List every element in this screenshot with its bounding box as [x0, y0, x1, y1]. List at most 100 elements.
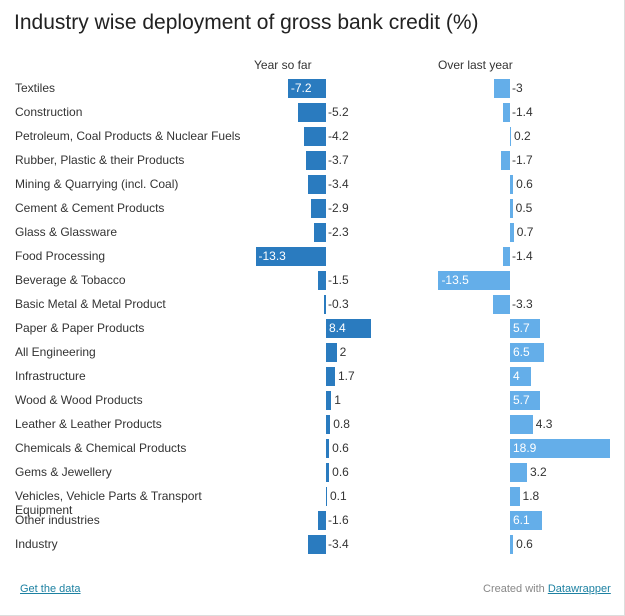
value-label: -1.4 [512, 105, 533, 119]
value-label: -7.2 [290, 81, 312, 95]
bar-over-last-year-cement-cement-products [510, 199, 513, 218]
bar-over-last-year-textiles [494, 79, 510, 98]
value-label: 5.7 [513, 393, 530, 407]
value-label: -4.2 [328, 129, 349, 143]
bar-over-last-year-industry [510, 535, 514, 554]
bar-year-so-far-chemicals-chemical-products [326, 439, 330, 458]
bar-over-last-year-vehicles-vehicle-parts-transport-equipment [510, 487, 520, 506]
bar-year-so-far-textiles [287, 79, 326, 98]
bar-year-so-far-all-engineering [326, 343, 337, 362]
value-label: -1.5 [328, 273, 349, 287]
category-label: Textiles [15, 81, 56, 95]
category-label: Glass & Glassware [15, 225, 118, 239]
bar-over-last-year-rubber-plastic-their-products [500, 151, 510, 170]
get-the-data-link[interactable]: Get the data [20, 583, 81, 595]
bar-year-so-far-basic-metal-metal-product [324, 295, 326, 314]
value-label: 0.6 [332, 441, 349, 455]
bar-year-so-far-vehicles-vehicle-parts-transport-equipment [326, 487, 327, 506]
category-label: Industry [15, 537, 58, 551]
datawrapper-link[interactable]: Datawrapper [547, 583, 611, 595]
bar-over-last-year-food-processing [502, 247, 510, 266]
category-label: Food Processing [15, 249, 106, 263]
bar-over-last-year-infrastructure [510, 367, 532, 386]
column-header-over-last-year: Over last year [438, 58, 513, 72]
value-label: 5.7 [513, 321, 530, 335]
category-label: All Engineering [15, 345, 96, 359]
bar-over-last-year-basic-metal-metal-product [492, 295, 510, 314]
bar-year-so-far-infrastructure [326, 367, 335, 386]
column-header-year-so-far: Year so far [254, 58, 312, 72]
value-label: -1.4 [512, 249, 533, 263]
category-label: Mining & Quarrying (incl. Coal) [15, 177, 179, 191]
value-label: -13.5 [441, 273, 469, 287]
value-label: -1.7 [512, 153, 533, 167]
category-label: Chemicals & Chemical Products [15, 441, 187, 455]
value-label: -3.4 [328, 537, 349, 551]
value-label: 4 [513, 369, 520, 383]
category-label: Other industries [15, 513, 100, 527]
value-label: -0.3 [328, 297, 349, 311]
value-label: 4.3 [535, 417, 553, 431]
value-label: 0.6 [516, 537, 533, 551]
value-label: -3 [512, 81, 523, 95]
category-label: Construction [15, 105, 83, 119]
bar-over-last-year-chemicals-chemical-products [510, 439, 611, 458]
value-label: 0.6 [516, 177, 533, 191]
bar-year-so-far-construction [298, 103, 326, 122]
category-label: Leather & Leather Products [15, 417, 162, 431]
bar-year-so-far-other-industries [317, 511, 326, 530]
bar-over-last-year-mining-quarrying-incl-coal [510, 175, 514, 194]
bar-year-so-far-petroleum-coal-products-nuclear-fuels [303, 127, 326, 146]
value-label: -13.3 [258, 249, 286, 263]
value-label: 0.5 [515, 201, 533, 215]
bar-over-last-year-wood-wood-products [510, 391, 541, 410]
category-label: Infrastructure [15, 369, 86, 383]
bar-over-last-year-all-engineering [510, 343, 545, 362]
value-label: 1 [334, 393, 341, 407]
created-with-text: Created with [483, 583, 545, 595]
value-label: -2.3 [328, 225, 349, 239]
value-label: 0.8 [333, 417, 350, 431]
bar-over-last-year-construction [502, 103, 510, 122]
bar-year-so-far-wood-wood-products [326, 391, 332, 410]
bar-year-so-far-industry [307, 535, 326, 554]
value-label: -3.3 [512, 297, 533, 311]
chart-title: Industry wise deployment of gross bank c… [14, 11, 479, 34]
category-label: Vehicles, Vehicle Parts & Transport Equi… [15, 489, 202, 517]
bar-year-so-far-rubber-plastic-their-products [306, 151, 326, 170]
value-label: 8.4 [329, 321, 346, 335]
category-label: Wood & Wood Products [15, 393, 143, 407]
value-label: -5.2 [328, 105, 349, 119]
category-label: Beverage & Tobacco [15, 273, 126, 287]
bar-year-so-far-glass-glassware [313, 223, 326, 242]
bar-year-so-far-gems-jewellery [326, 463, 330, 482]
value-label: 0.1 [330, 489, 347, 503]
value-label: 1.8 [522, 489, 540, 503]
value-label: -3.4 [328, 177, 349, 191]
value-label: 18.9 [513, 441, 537, 455]
bar-year-so-far-leather-leather-products [326, 415, 331, 434]
value-label: 2 [339, 345, 347, 359]
value-label: 1.7 [338, 369, 355, 383]
credit-line: Created with Datawrapper [483, 583, 611, 595]
value-label: 0.7 [516, 225, 534, 239]
value-label: 6.1 [513, 513, 530, 527]
category-label: Gems & Jewellery [15, 465, 112, 479]
bar-over-last-year-paper-paper-products [510, 319, 541, 338]
bar-year-so-far-mining-quarrying-incl-coal [307, 175, 326, 194]
category-label: Petroleum, Coal Products & Nuclear Fuels [15, 129, 241, 143]
value-label: -3.7 [328, 153, 349, 167]
category-label: Paper & Paper Products [15, 321, 145, 335]
value-label: 3.2 [529, 465, 547, 479]
category-label: Rubber, Plastic & their Products [15, 153, 185, 167]
bar-year-so-far-food-processing [255, 247, 326, 266]
bar-over-last-year-other-industries [510, 511, 543, 530]
bar-year-so-far-beverage-tobacco [318, 271, 326, 290]
value-label: 0.2 [514, 129, 531, 143]
category-label: Cement & Cement Products [15, 201, 165, 215]
bar-over-last-year-leather-leather-products [510, 415, 533, 434]
value-label: 6.5 [513, 345, 530, 359]
bar-over-last-year-gems-jewellery [510, 463, 527, 482]
value-label: 0.6 [332, 465, 349, 479]
value-label: -2.9 [328, 201, 349, 215]
